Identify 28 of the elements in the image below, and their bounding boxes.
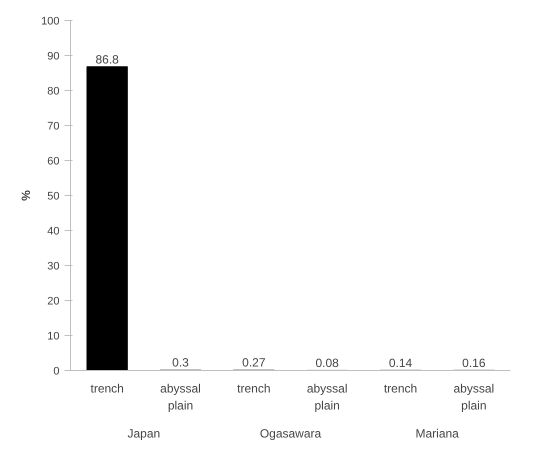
x-tick-label: abyssal plain: [306, 382, 348, 412]
data-label: 0.14: [388, 356, 413, 370]
data-label: 0.08: [315, 356, 340, 370]
text: Japan: [127, 426, 160, 440]
bar: [86, 66, 128, 370]
y-tick-label: 0: [53, 366, 60, 378]
text: Ogasawara: [260, 426, 322, 440]
y-tick-label: 90: [47, 50, 60, 62]
y-tick-label: 80: [47, 86, 60, 98]
data-label: 86.8: [95, 52, 120, 67]
x-tick-label: abyssal plain: [160, 382, 201, 412]
data-label: 0.27: [242, 356, 266, 370]
y-tick-label: 20: [47, 296, 60, 308]
y-tick-label: 40: [47, 226, 60, 238]
y-tick-label: 60: [47, 156, 60, 168]
data-label: 0.3: [172, 355, 190, 370]
x-tick-label: trench: [384, 382, 418, 396]
y-tick-label: 100: [41, 16, 60, 28]
y-tick-label: 30: [47, 260, 60, 272]
x-tick-label: trench: [237, 382, 271, 396]
y-tick-label: 70: [47, 120, 60, 132]
y-tick-label: 10: [47, 330, 60, 342]
text: Mariana: [415, 426, 460, 440]
x-tick-label: trench: [90, 382, 124, 396]
y-tick-label: 50: [47, 190, 60, 202]
y-axis-title: %: [19, 190, 34, 201]
x-tick-label: abyssal plain: [453, 382, 494, 412]
data-label: 0.16: [462, 356, 486, 370]
